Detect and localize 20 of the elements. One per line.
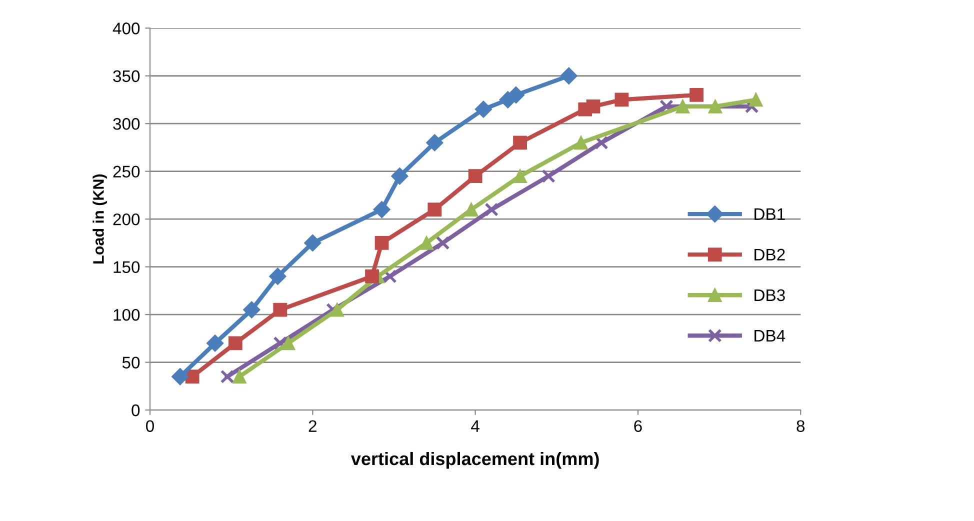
y-tick-label: 300: [113, 118, 140, 130]
y-tick-label: 200: [113, 213, 140, 226]
x-tick-label: 6: [634, 420, 642, 432]
x-tick-label: 8: [796, 420, 805, 432]
x-axis-title: vertical displacement in(mm): [350, 452, 599, 469]
legend-label: DB2: [754, 248, 785, 260]
y-tick-label: 350: [113, 70, 140, 82]
legend-label: DB3: [754, 289, 785, 302]
legend-label: DB1: [754, 208, 785, 220]
y-tick-label: 0: [132, 404, 140, 416]
x-tick-label: 2: [308, 420, 316, 432]
legend-label: DB4: [754, 330, 786, 342]
y-tick-label: 100: [114, 308, 140, 321]
y-tick-label: 250: [113, 166, 140, 178]
y-tick-label: 150: [114, 261, 140, 274]
x-tick-label: 0: [146, 420, 154, 432]
y-tick-label: 50: [122, 356, 140, 368]
y-tick-label: 400: [112, 22, 140, 34]
y-axis-title: Load in (KN): [92, 174, 107, 264]
x-tick-label: 4: [471, 420, 480, 432]
